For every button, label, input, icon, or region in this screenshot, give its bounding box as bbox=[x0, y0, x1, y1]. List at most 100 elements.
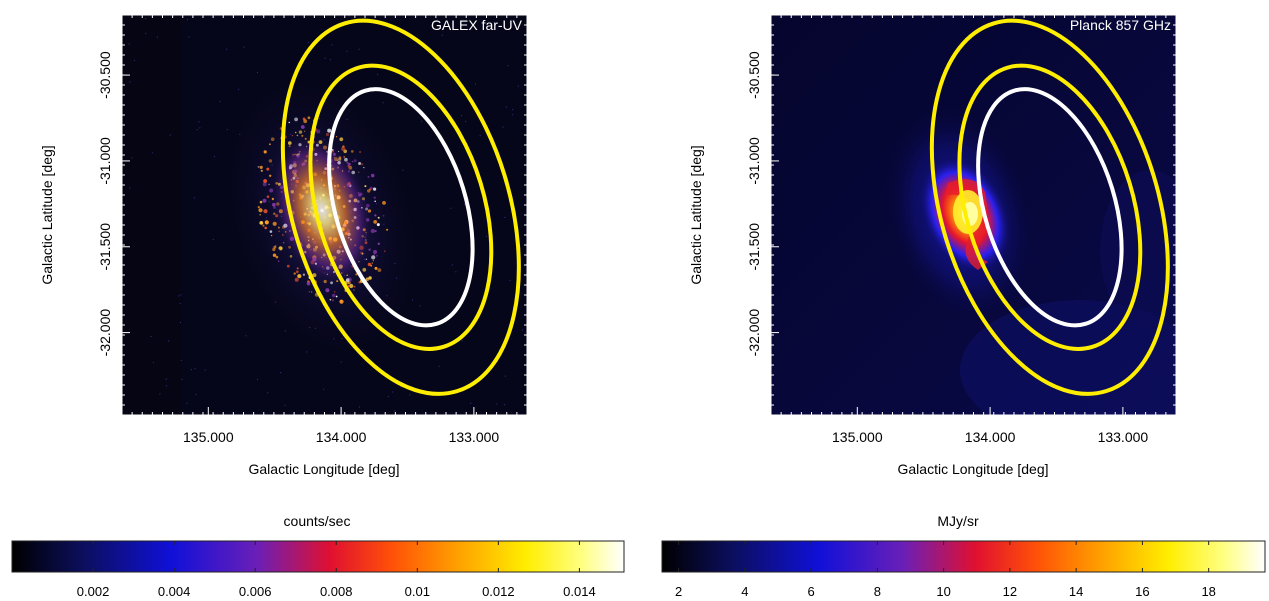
uv-knot bbox=[367, 175, 370, 178]
colorbar-tick-label: 0.004 bbox=[158, 584, 191, 599]
background-star bbox=[180, 294, 182, 296]
y-axis-label: Galactic Latitude [deg] bbox=[688, 145, 704, 284]
x-axis-label: Galactic Longitude [deg] bbox=[249, 461, 400, 477]
background-star bbox=[152, 361, 154, 363]
aperture-ellipses bbox=[929, 18, 1170, 396]
aperture-ellipses bbox=[280, 18, 521, 396]
background-star bbox=[213, 156, 216, 158]
planck-image bbox=[771, 15, 1176, 415]
uv-knot bbox=[272, 253, 277, 257]
uv-knot bbox=[268, 183, 270, 186]
background-star bbox=[375, 203, 378, 205]
uv-knot bbox=[279, 127, 282, 130]
background-star bbox=[394, 262, 396, 265]
uv-knot bbox=[258, 208, 263, 213]
uv-knot bbox=[308, 291, 310, 293]
uv-knot bbox=[373, 250, 377, 254]
colorbar-label: counts/sec bbox=[284, 513, 351, 529]
uv-knot bbox=[334, 291, 336, 293]
uv-knot bbox=[294, 131, 297, 134]
uv-knot bbox=[306, 282, 311, 286]
background-star bbox=[485, 235, 488, 237]
y-tick-label: -31.000 bbox=[97, 137, 113, 185]
background-star bbox=[461, 115, 463, 117]
background-star bbox=[129, 81, 131, 83]
colorbar-ticks: 0.002 0.004 0.006 0.008 0.01 0.012 0.014 bbox=[77, 541, 596, 599]
background-star bbox=[411, 299, 414, 301]
background-star bbox=[307, 41, 309, 43]
background-star bbox=[198, 121, 200, 123]
background-star bbox=[346, 118, 348, 120]
background-star bbox=[504, 216, 506, 219]
y-tick-label: -30.500 bbox=[746, 51, 762, 99]
x-tick-label: 134.000 bbox=[965, 429, 1016, 445]
uv-knot bbox=[374, 266, 378, 270]
background-star bbox=[318, 118, 320, 120]
uv-knot bbox=[377, 217, 380, 219]
background-star bbox=[450, 207, 452, 209]
uv-knot bbox=[300, 125, 305, 129]
aperture-ellipse bbox=[929, 18, 1170, 396]
uv-knot bbox=[359, 151, 361, 153]
background-star bbox=[306, 351, 308, 353]
background-star bbox=[314, 327, 317, 329]
uv-knot bbox=[303, 119, 308, 124]
uv-knot bbox=[288, 121, 290, 124]
uv-knot bbox=[275, 255, 279, 259]
uv-knot bbox=[374, 200, 377, 203]
background-star bbox=[212, 238, 214, 241]
background-star bbox=[323, 388, 325, 390]
background-star bbox=[178, 295, 180, 297]
uv-knot bbox=[375, 254, 378, 257]
uv-knot bbox=[262, 224, 265, 227]
uv-knot bbox=[264, 220, 269, 225]
uv-knot bbox=[341, 146, 346, 151]
uv-knot bbox=[259, 213, 262, 216]
x-tick-labels: 135.000 134.000 133.000 bbox=[832, 429, 1148, 445]
uv-knot bbox=[382, 201, 386, 205]
background-star bbox=[505, 106, 507, 108]
uv-knot bbox=[263, 209, 268, 214]
uv-knot bbox=[269, 143, 271, 146]
background-star bbox=[332, 300, 334, 302]
background-star bbox=[461, 339, 463, 342]
y-tick-label: -31.500 bbox=[746, 223, 762, 271]
background-star bbox=[179, 303, 181, 305]
uv-knot bbox=[325, 132, 330, 137]
background-star bbox=[268, 200, 270, 202]
background-star bbox=[512, 108, 514, 111]
background-star bbox=[362, 349, 364, 351]
uv-knot bbox=[372, 260, 374, 262]
uv-knot bbox=[266, 195, 270, 198]
uv-knot bbox=[304, 130, 306, 132]
background-star bbox=[502, 126, 504, 128]
background-star bbox=[511, 114, 514, 116]
uv-knot bbox=[307, 116, 311, 120]
uv-knot bbox=[270, 234, 273, 237]
uv-knot bbox=[371, 262, 373, 264]
galex-panel: GALEX far-UV 135.000 134.000 133.000 -30.5… bbox=[39, 14, 528, 477]
uv-knot bbox=[358, 162, 362, 165]
x-axis-label: Galactic Longitude [deg] bbox=[898, 461, 1049, 477]
y-tick-label: -31.500 bbox=[97, 223, 113, 271]
colorbar-tick-label: 2 bbox=[675, 584, 682, 599]
uv-knot bbox=[363, 166, 365, 169]
colorbar-gradient bbox=[11, 540, 625, 573]
colorbar-tick-label: 16 bbox=[1135, 584, 1149, 599]
uv-knot bbox=[263, 150, 267, 154]
background-star bbox=[238, 88, 240, 91]
colorbar-tick-label: 0.014 bbox=[563, 584, 596, 599]
colorbar-tick-label: 10 bbox=[936, 584, 950, 599]
background-star bbox=[509, 279, 511, 281]
uv-knot bbox=[376, 223, 380, 227]
galex-image bbox=[122, 15, 527, 415]
uv-knot bbox=[368, 188, 372, 191]
uv-knot bbox=[302, 273, 306, 276]
axis-ticks bbox=[121, 14, 528, 416]
background-star bbox=[131, 157, 133, 159]
uv-knot bbox=[358, 171, 360, 173]
uv-knot bbox=[262, 182, 267, 187]
uv-knot bbox=[335, 295, 338, 298]
uv-knot bbox=[291, 134, 294, 137]
